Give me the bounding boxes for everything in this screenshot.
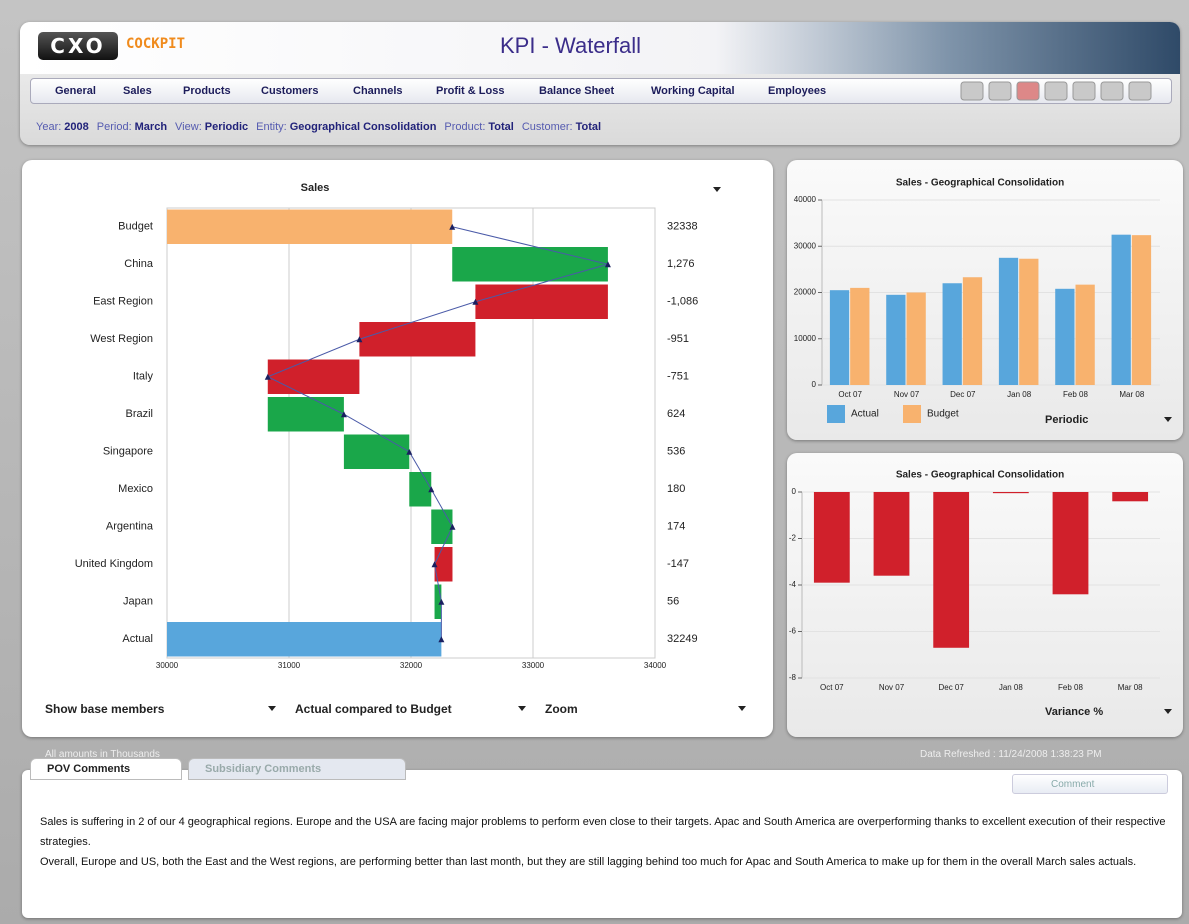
- bar: [963, 277, 982, 385]
- x-tick-label: Mar 08: [1119, 390, 1144, 399]
- value-label: 624: [667, 408, 685, 420]
- x-tick-label: Feb 08: [1058, 683, 1083, 692]
- dropdown[interactable]: Periodic: [1045, 414, 1088, 426]
- value-label: -751: [667, 371, 689, 383]
- y-tick-label: 0: [792, 487, 797, 496]
- bar: [452, 247, 608, 282]
- bar: [1076, 285, 1095, 385]
- x-tick-label: Nov 07: [894, 390, 920, 399]
- bar: [268, 397, 344, 432]
- y-tick-label: East Region: [93, 296, 153, 308]
- x-tick-label: Feb 08: [1063, 390, 1088, 399]
- chart-title: Sales - Geographical Consolidation: [896, 178, 1064, 189]
- y-tick-label: Budget: [118, 221, 153, 233]
- x-tick-label: Oct 07: [838, 390, 862, 399]
- x-tick-label: Oct 07: [820, 683, 844, 692]
- bar: [933, 492, 969, 648]
- legend-swatch: [903, 405, 921, 423]
- dropdown-arrow: [738, 706, 746, 711]
- bar: [814, 492, 850, 583]
- dropdown[interactable]: Actual compared to Budget: [295, 702, 452, 716]
- y-tick-label: Japan: [123, 596, 153, 608]
- bar: [886, 295, 905, 385]
- value-label: 180: [667, 483, 685, 495]
- dashboard: CXO COCKPIT KPI - Waterfall GeneralSales…: [0, 0, 1189, 924]
- y-tick-label: China: [124, 258, 154, 270]
- dropdown-arrow: [268, 706, 276, 711]
- value-label: -1,086: [667, 296, 698, 308]
- bar: [1112, 235, 1131, 385]
- x-tick-label: Jan 08: [1007, 390, 1032, 399]
- dropdown[interactable]: Variance %: [1045, 706, 1103, 718]
- y-tick-label: Brazil: [125, 408, 153, 420]
- x-tick-label: 33000: [522, 661, 545, 670]
- bar: [475, 285, 607, 320]
- bar: [1053, 492, 1089, 594]
- dropdown-arrow: [1164, 709, 1172, 714]
- y-tick-label: Actual: [122, 633, 153, 645]
- dropdown-arrow: [518, 706, 526, 711]
- legend-label: Actual: [851, 409, 879, 420]
- x-tick-label: Mar 08: [1118, 683, 1143, 692]
- x-tick-label: 32000: [400, 661, 423, 670]
- chart-title: Sales - Geographical Consolidation: [896, 470, 1064, 481]
- bar: [167, 210, 452, 245]
- y-tick-label: 10000: [794, 334, 817, 343]
- value-label: 536: [667, 446, 685, 458]
- bar: [907, 293, 926, 386]
- y-tick-label: West Region: [90, 333, 153, 345]
- bar: [999, 258, 1018, 385]
- charts: Sales 30000 31000 32000 33000 34000 Budget 3233…: [0, 0, 1189, 924]
- value-label: 32249: [667, 633, 698, 645]
- value-label: 32338: [667, 221, 698, 233]
- bar: [1112, 492, 1148, 501]
- bar: [830, 290, 849, 385]
- dropdown-arrow: [1164, 417, 1172, 422]
- value-label: 174: [667, 521, 685, 533]
- y-tick-label: -8: [789, 673, 797, 682]
- bar: [993, 492, 1029, 493]
- legend-label: Budget: [927, 409, 959, 420]
- x-tick-label: Jan 08: [999, 683, 1024, 692]
- bar: [431, 510, 452, 545]
- dropdown-arrow: [713, 187, 721, 192]
- value-label: -951: [667, 333, 689, 345]
- y-tick-label: Singapore: [103, 446, 153, 458]
- y-tick-label: United Kingdom: [75, 558, 153, 570]
- x-tick-label: 30000: [156, 661, 179, 670]
- bar: [943, 283, 962, 385]
- bar: [268, 360, 360, 395]
- bar: [167, 622, 441, 657]
- bar: [850, 288, 869, 385]
- bar: [1132, 235, 1151, 385]
- dropdown[interactable]: Zoom: [545, 702, 578, 716]
- value-label: 1,276: [667, 258, 695, 270]
- x-tick-label: Nov 07: [879, 683, 905, 692]
- value-label: 56: [667, 596, 679, 608]
- chart-title: Sales: [301, 182, 330, 194]
- y-tick-label: -6: [789, 627, 797, 636]
- y-tick-label: Italy: [133, 371, 154, 383]
- x-tick-label: Dec 07: [938, 683, 964, 692]
- bar: [1019, 259, 1038, 385]
- dropdown[interactable]: Show base members: [45, 702, 165, 716]
- bar: [1055, 289, 1074, 385]
- x-tick-label: Dec 07: [950, 390, 976, 399]
- y-tick-label: 20000: [794, 288, 817, 297]
- y-tick-label: 40000: [794, 195, 817, 204]
- value-label: -147: [667, 558, 689, 570]
- bar: [359, 322, 475, 357]
- bar: [344, 435, 409, 470]
- y-tick-label: 0: [812, 380, 817, 389]
- x-tick-label: 31000: [278, 661, 301, 670]
- y-tick-label: -2: [789, 534, 797, 543]
- bar: [409, 472, 431, 507]
- x-tick-label: 34000: [644, 661, 667, 670]
- y-tick-label: 30000: [794, 241, 817, 250]
- y-tick-label: -4: [789, 580, 797, 589]
- y-tick-label: Argentina: [106, 521, 154, 533]
- legend-swatch: [827, 405, 845, 423]
- bar: [874, 492, 910, 576]
- y-tick-label: Mexico: [118, 483, 153, 495]
